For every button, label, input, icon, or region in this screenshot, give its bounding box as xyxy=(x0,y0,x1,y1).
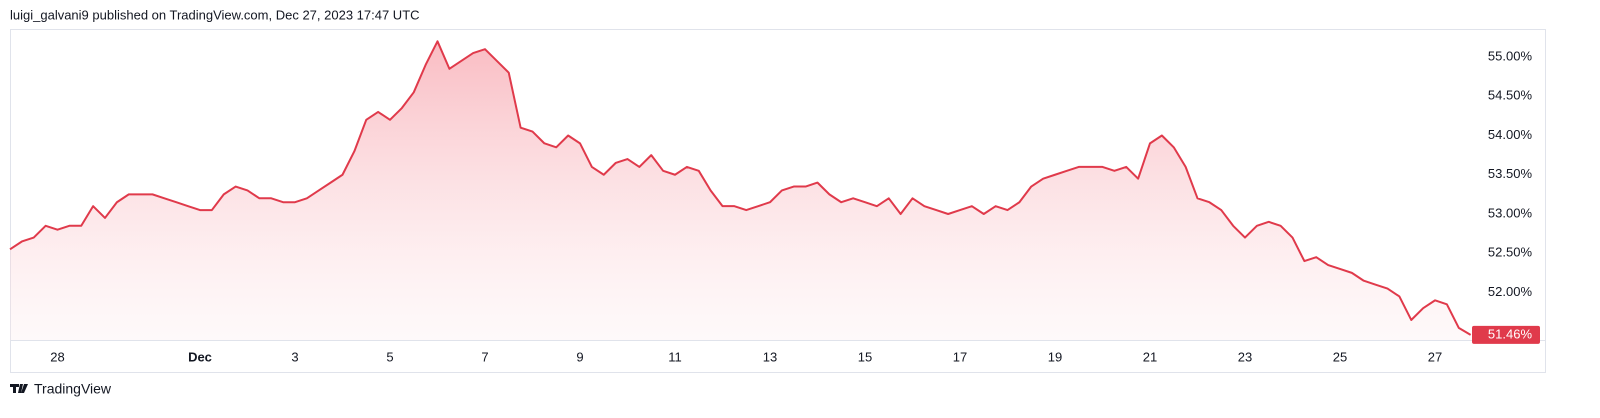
x-tick-label: Dec xyxy=(188,349,212,364)
x-tick-label: 19 xyxy=(1048,349,1062,364)
x-tick-label: 21 xyxy=(1143,349,1157,364)
x-tick-label: 23 xyxy=(1238,349,1252,364)
area-fill xyxy=(10,41,1471,341)
x-tick-label: 13 xyxy=(763,349,777,364)
x-tick-label: 17 xyxy=(953,349,967,364)
x-tick-label: 5 xyxy=(386,349,393,364)
x-tick-label: 11 xyxy=(668,349,682,364)
y-tick-label: 52.00% xyxy=(1488,284,1533,299)
y-tick-label: 53.50% xyxy=(1488,166,1533,181)
x-tick-label: 7 xyxy=(481,349,488,364)
last-value-label: 51.46% xyxy=(1488,326,1533,341)
y-tick-label: 55.00% xyxy=(1488,48,1533,63)
footer-brand: TradingView xyxy=(34,381,112,397)
y-tick-label: 53.00% xyxy=(1488,205,1533,220)
header-text: luigi_galvani9 published on TradingView.… xyxy=(10,7,420,22)
x-tick-label: 9 xyxy=(576,349,583,364)
x-tick-label: 25 xyxy=(1333,349,1347,364)
y-tick-label: 54.50% xyxy=(1488,88,1533,103)
x-tick-label: 27 xyxy=(1428,349,1442,364)
y-tick-label: 52.50% xyxy=(1488,245,1533,260)
x-tick-label: 15 xyxy=(858,349,872,364)
x-tick-label: 28 xyxy=(50,349,64,364)
last-value-badge xyxy=(1472,325,1540,344)
chart-frame xyxy=(10,29,1546,373)
y-tick-label: 54.00% xyxy=(1488,127,1533,142)
logo xyxy=(10,384,28,393)
price-line xyxy=(9,40,1472,336)
x-tick-label: 3 xyxy=(291,349,298,364)
